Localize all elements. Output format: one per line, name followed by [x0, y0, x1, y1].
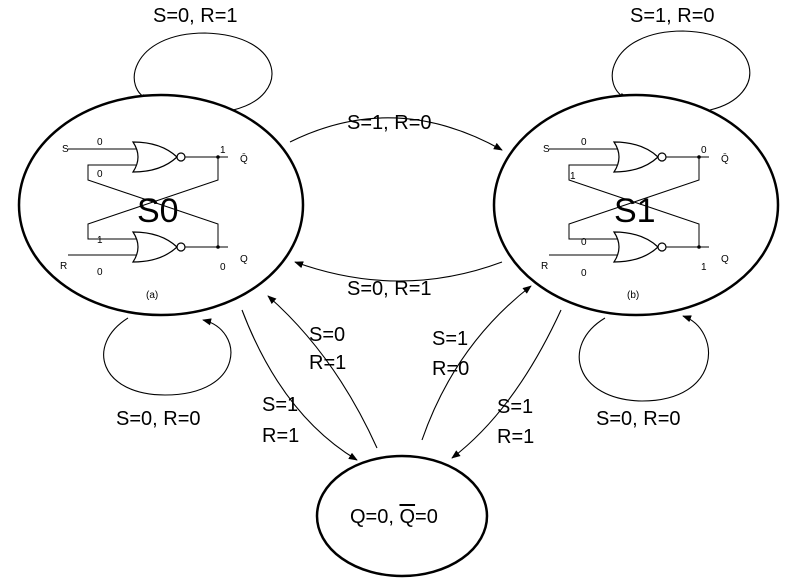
label-invalid-to-s0-line2: R=1 [309, 352, 346, 374]
label-s1-to-invalid-line2: R=1 [497, 426, 534, 448]
arrow-s1-to-invalid [451, 309, 562, 459]
label-s0-self-top: S=0, R=1 [153, 5, 238, 27]
s0-sublabel: (a) [146, 290, 158, 301]
s1-input-r-label: R [541, 261, 548, 272]
arrow-s0-to-s1 [289, 117, 503, 151]
s1-r-value: 0 [581, 268, 587, 279]
label-s1-to-s0: S=0, R=1 [347, 278, 432, 300]
s1-self-loop-top [611, 30, 751, 111]
s1-q-value: 1 [701, 262, 707, 273]
s1-self-loop-bottom [578, 315, 709, 402]
label-s1-to-invalid-line1: S=1 [497, 396, 533, 418]
invalid-qbar: Q [399, 506, 415, 528]
s1-state-name: S1 [614, 192, 656, 230]
s1-bottom-feedback-value: 0 [581, 237, 587, 248]
s0-qbar-label: Q̄ [240, 152, 248, 165]
s0-qbar-value: 1 [220, 145, 226, 156]
arrow-s1-to-s0 [294, 261, 503, 282]
s0-input-r-label: R [60, 261, 67, 272]
label-s0-to-invalid-line1: S=1 [262, 394, 298, 416]
state-s1 [492, 93, 780, 317]
s1-sublabel: (b) [627, 290, 639, 301]
label-s1-self-top: S=1, R=0 [630, 5, 715, 27]
s1-top-feedback-value: 1 [570, 171, 576, 182]
s1-s-value: 0 [581, 137, 587, 148]
s0-self-loop-bottom [103, 317, 232, 396]
s0-input-s-label: S [62, 144, 69, 155]
s1-qbar-label: Q̄ [721, 152, 729, 165]
s0-bottom-feedback-value: 1 [97, 235, 103, 246]
s0-q-value: 0 [220, 262, 226, 273]
s0-state-name: S0 [137, 192, 179, 230]
s1-qbar-value: 0 [701, 145, 707, 156]
label-s0-to-invalid-line2: R=1 [262, 425, 299, 447]
s0-s-value: 0 [97, 137, 103, 148]
s0-r-value: 0 [97, 267, 103, 278]
arrow-invalid-to-s1 [421, 285, 532, 441]
s1-input-s-label: S [543, 144, 550, 155]
label-invalid-to-s1-line1: S=1 [432, 328, 468, 350]
label-s0-self-bottom: S=0, R=0 [116, 408, 201, 430]
s0-top-feedback-value: 0 [97, 169, 103, 180]
label-invalid-to-s1-line2: R=0 [432, 358, 469, 380]
s0-self-loop-top [133, 32, 273, 111]
label-s1-self-bottom: S=0, R=0 [596, 408, 681, 430]
label-s0-to-s1: S=1, R=0 [347, 112, 432, 134]
state-invalid [315, 454, 489, 578]
s1-q-label: Q [721, 254, 729, 265]
label-invalid-to-s0-line1: S=0 [309, 324, 345, 346]
arrow-invalid-to-s0 [267, 295, 378, 449]
s0-q-label: Q [240, 254, 248, 265]
arrow-s0-to-invalid [241, 309, 358, 461]
invalid-state-label: Q=0, Q=0 [350, 506, 438, 528]
